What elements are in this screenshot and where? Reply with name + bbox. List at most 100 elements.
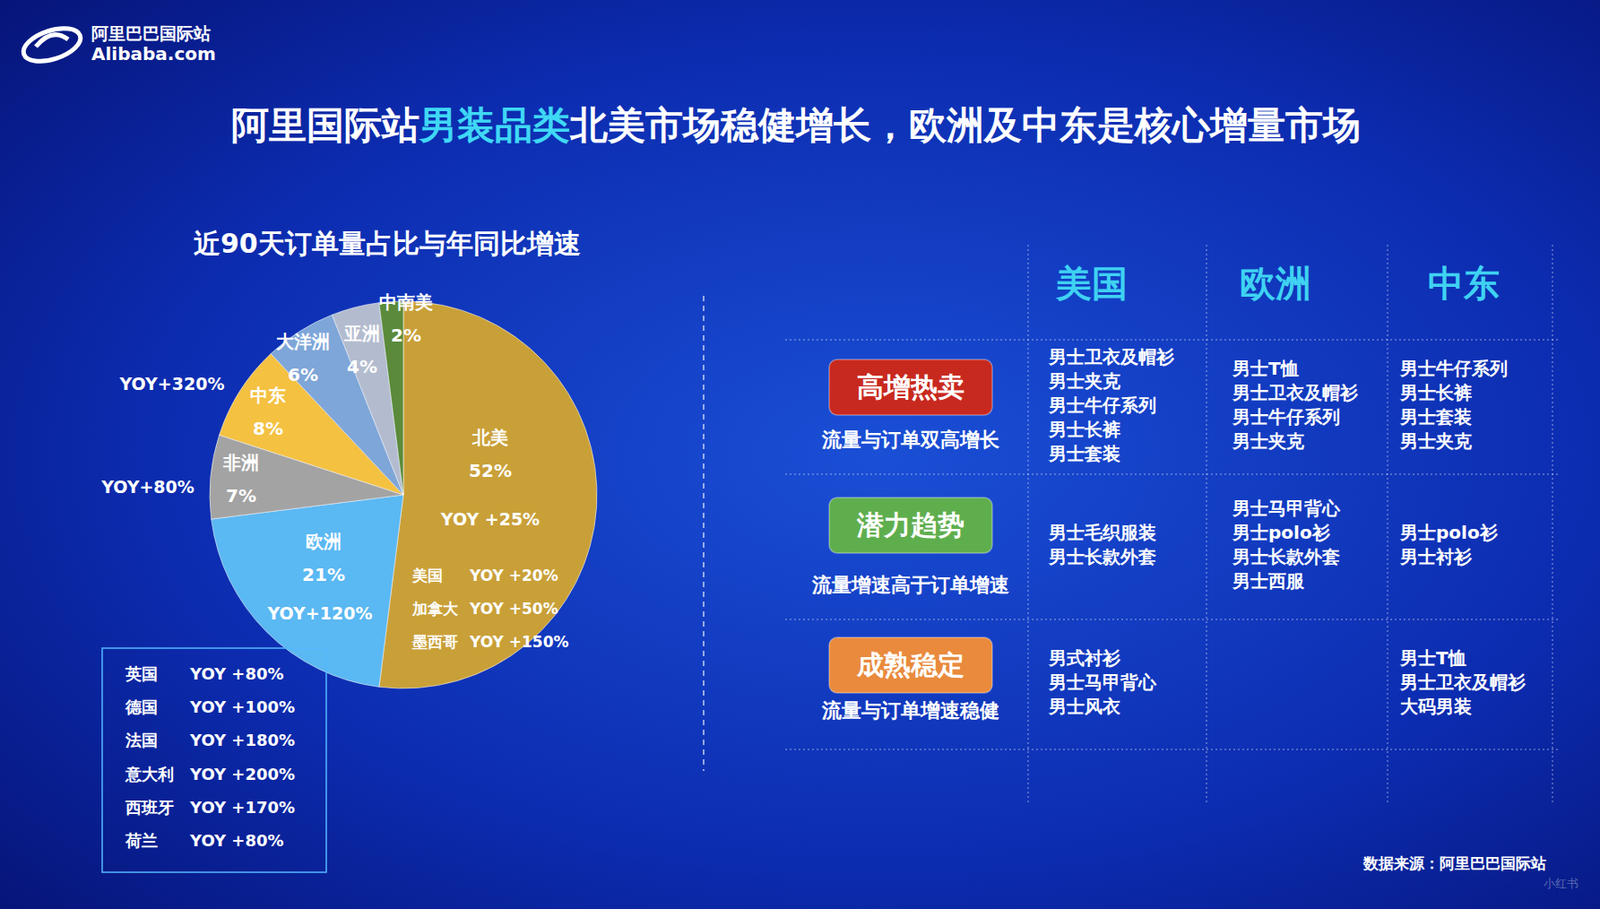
watermark: 小红书 bbox=[1543, 876, 1579, 891]
market-yoy: YOY +80% bbox=[189, 664, 285, 684]
data-label: 52% bbox=[468, 459, 512, 482]
logo-text: 阿里巴巴国际站 bbox=[91, 23, 211, 44]
cell-item: 男士夹克 bbox=[1047, 370, 1121, 392]
row-description: 流量与订单增速稳健 bbox=[821, 699, 1000, 722]
market-name: 英国 bbox=[124, 664, 158, 684]
cell-item: 男士T恤 bbox=[1399, 647, 1467, 669]
slice-name: 欧洲 bbox=[305, 530, 342, 553]
tag-button bbox=[829, 637, 993, 693]
data-label: 8% bbox=[252, 417, 284, 440]
slice-name: 亚洲 bbox=[343, 322, 381, 345]
market-yoy: YOY +170% bbox=[189, 797, 295, 817]
yoy-label: YOY+120% bbox=[267, 603, 373, 623]
cell-item: 男士套装 bbox=[1399, 406, 1472, 428]
market-name: 法国 bbox=[124, 730, 158, 750]
cell-item: 男式衬衫 bbox=[1047, 647, 1121, 669]
slice-name: 中南美 bbox=[379, 291, 433, 313]
logo-icon bbox=[35, 34, 69, 47]
slice-name: 非洲 bbox=[222, 451, 260, 474]
cell-item: 男士长裤 bbox=[1399, 381, 1472, 404]
title-part: 阿里国际站 bbox=[231, 103, 420, 148]
market-yoy: YOY +50% bbox=[468, 599, 559, 618]
tag-text: 成熟稳定 bbox=[856, 648, 965, 681]
slide: 阿里巴巴国际站Alibaba.com 阿里国际站男装品类北美市场稳健增长，欧洲及中… bbox=[0, 0, 1600, 909]
cell-item: 男士牛仔系列 bbox=[1231, 406, 1341, 428]
cell-item: 男士polo衫 bbox=[1231, 521, 1331, 544]
source: 数据来源：阿里巴巴国际站 bbox=[1362, 854, 1547, 873]
grid-line bbox=[785, 749, 1558, 751]
data-label: 4% bbox=[346, 355, 378, 378]
market-name: 西班牙 bbox=[124, 797, 174, 817]
market-name: 荷兰 bbox=[124, 830, 158, 850]
grid-line bbox=[785, 619, 1558, 621]
background bbox=[0, 0, 1600, 909]
pie-slice bbox=[379, 301, 597, 689]
canvas: 阿里巴巴国际站Alibaba.com 阿里国际站男装品类北美市场稳健增长，欧洲及中… bbox=[0, 0, 1600, 909]
table-row: 成熟稳定流量与订单增速稳健男式衬衫男士马甲背心男士风衣男士T恤男士卫衣及帽衫大码… bbox=[821, 637, 1526, 722]
cell-item: 男士长款外套 bbox=[1047, 545, 1157, 568]
cell-item: 男士T恤 bbox=[1231, 357, 1299, 380]
chart-title: 近90天订单量占比与年同比增速 bbox=[193, 227, 581, 260]
pie-slices bbox=[209, 301, 597, 689]
cell-item: 男士长款外套 bbox=[1231, 545, 1341, 568]
logo-icon bbox=[19, 22, 86, 69]
cell-item: 男士夹克 bbox=[1231, 430, 1305, 452]
data-label: 7% bbox=[225, 484, 257, 507]
box-frame bbox=[102, 648, 327, 873]
cell-item: 男士风衣 bbox=[1047, 695, 1122, 718]
data-label: 2% bbox=[390, 324, 422, 346]
column-header: 中东 bbox=[1427, 262, 1500, 304]
table: 美国 欧洲 中东高增热卖流量与订单双高增长男士卫衣及帽衫男士夹克男士牛仔系列男士长裤… bbox=[785, 244, 1558, 803]
table-row: 高增热卖流量与订单双高增长男士卫衣及帽衫男士夹克男士牛仔系列男士长裤男士套装男士… bbox=[821, 345, 1508, 465]
title: 阿里国际站男装品类北美市场稳健增长，欧洲及中东是核心增量市场 bbox=[231, 103, 1361, 148]
market-name: 意大利 bbox=[124, 764, 174, 784]
cell-item: 男士卫衣及帽衫 bbox=[1047, 345, 1175, 368]
data-label: 21% bbox=[302, 563, 346, 586]
cell-item: 男士卫衣及帽衫 bbox=[1231, 381, 1358, 404]
data-label: 6% bbox=[287, 363, 319, 386]
cell-item: 男士卫衣及帽衫 bbox=[1399, 671, 1526, 693]
logo-text: Alibaba.com bbox=[91, 43, 217, 65]
logo: 阿里巴巴国际站Alibaba.com bbox=[19, 22, 217, 69]
slice-name: 北美 bbox=[471, 426, 509, 449]
cell-item: 男士衬衫 bbox=[1399, 545, 1472, 568]
cell-item: 男士polo衫 bbox=[1399, 521, 1498, 544]
table-row: 潜力趋势流量增速高于订单增速男士毛织服装男士长款外套男士马甲背心男士polo衫男… bbox=[811, 497, 1498, 597]
market-yoy: YOY +150% bbox=[468, 632, 570, 651]
cell-item: 男士套装 bbox=[1047, 442, 1121, 465]
grid-line bbox=[1028, 244, 1030, 803]
cell-item: 男士毛织服装 bbox=[1047, 521, 1157, 544]
title-part: 北美市场稳健增长，欧洲及中东是核心增量市场 bbox=[569, 103, 1361, 148]
divider bbox=[702, 295, 705, 771]
market-yoy: YOY +180% bbox=[189, 730, 295, 750]
slice-name: 中东 bbox=[250, 384, 286, 407]
cell-item: 男士马甲背心 bbox=[1231, 497, 1341, 519]
market-yoy: YOY +20% bbox=[468, 566, 559, 585]
market-yoy: YOY +80% bbox=[189, 830, 285, 850]
column-header: 欧洲 bbox=[1239, 262, 1312, 304]
cell-item: 男士牛仔系列 bbox=[1399, 357, 1508, 380]
grid-line bbox=[785, 474, 1558, 476]
market-yoy: YOY +100% bbox=[189, 697, 295, 717]
tag-text: 高增热卖 bbox=[856, 371, 965, 403]
cell-item: 男士西服 bbox=[1231, 570, 1306, 592]
pie-labels: 北美52%YOY +25%欧洲21%YOY+120%非洲7%YOY+80%中东8… bbox=[100, 291, 569, 652]
market-name: 德国 bbox=[124, 697, 158, 717]
market-name: 墨西哥 bbox=[411, 632, 459, 651]
column-header: 美国 bbox=[1055, 262, 1128, 304]
tag-button bbox=[829, 359, 993, 416]
cell-item: 男士牛仔系列 bbox=[1047, 394, 1157, 416]
market-name: 美国 bbox=[411, 566, 443, 585]
grid-line bbox=[1552, 244, 1554, 803]
row-description: 流量增速高于订单增速 bbox=[811, 573, 1010, 597]
europe-box: 英国 YOY +80% 德国 YOY +100% 法国 YOY +180% 意大利 YOY +… bbox=[102, 648, 327, 873]
tag-text: 潜力趋势 bbox=[856, 509, 965, 541]
pie-slice bbox=[211, 494, 404, 687]
market-name: 加拿大 bbox=[411, 599, 459, 618]
yoy-label: YOY+320% bbox=[119, 373, 225, 394]
yoy-label: YOY +25% bbox=[440, 509, 540, 529]
cell-item: 男士长裤 bbox=[1047, 418, 1121, 441]
cell-item: 男士夹克 bbox=[1399, 430, 1472, 452]
title-part: 男装品类 bbox=[417, 103, 571, 148]
cell-item: 男士马甲背心 bbox=[1047, 671, 1158, 693]
